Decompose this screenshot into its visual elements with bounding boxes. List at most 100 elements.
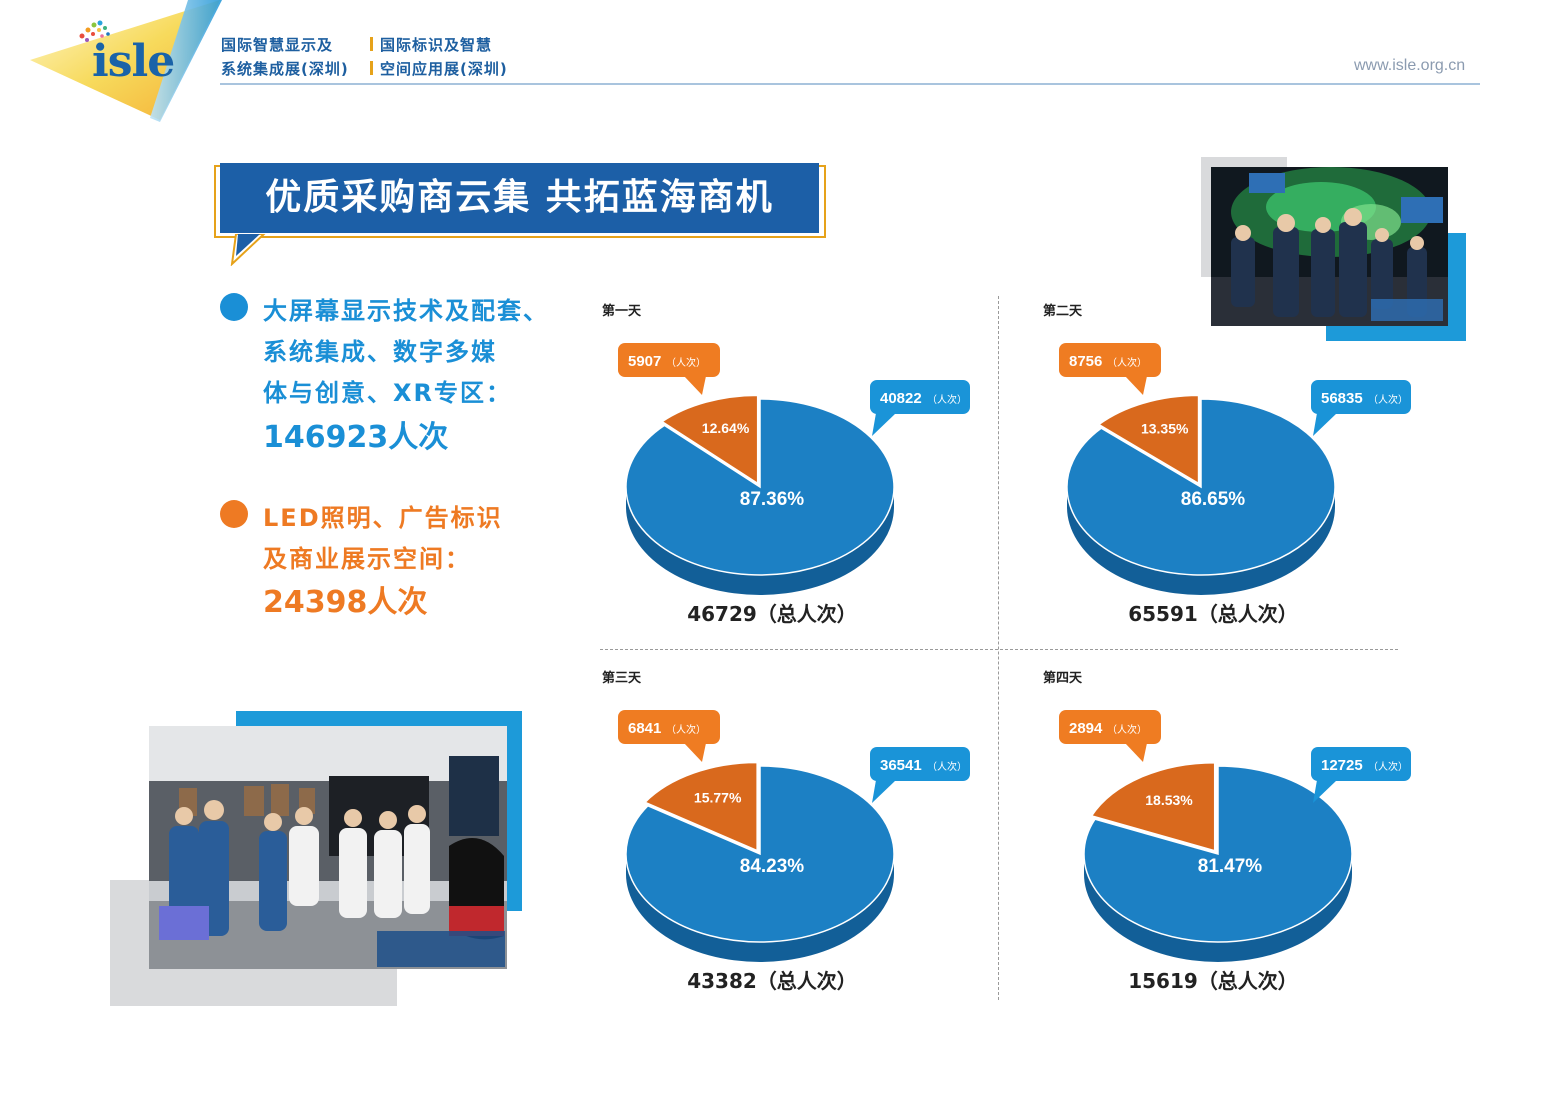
logo-wedge-graphic <box>30 0 222 122</box>
callout-orange-tail <box>684 376 706 395</box>
callout-blue-unit: （人次） <box>1368 760 1408 773</box>
title-banner: 优质采购商云集 共拓蓝海商机 <box>220 163 819 233</box>
pie-percent-label-orange: 13.35% <box>1141 421 1189 437</box>
callout-blue-tail <box>872 413 896 436</box>
callout-blue: 56835 （人次） <box>1311 380 1411 436</box>
legend-orange-total: 24398人次 <box>263 585 428 620</box>
pie-percent-label-blue: 84.23% <box>740 856 805 877</box>
pie-side <box>1084 854 1352 962</box>
legend-blue-line: 系统集成、数字多媒 <box>263 338 497 366</box>
pie-panel-day2: 第二天 86.65% 13.35% 8756 （人次） 56835 （人次） 65591（… <box>1043 300 1443 640</box>
total-label: 65591（总人次） <box>1128 602 1298 626</box>
page-title: 优质采购商云集 共拓蓝海商机 <box>265 177 774 218</box>
website-link[interactable]: www.isle.org.cn <box>1354 57 1466 74</box>
callout-orange: 6841 （人次） <box>618 710 720 762</box>
legend-orange-line: 及商业展示空间： <box>263 545 471 573</box>
callout-orange-box <box>618 710 720 744</box>
callout-orange-tail <box>1125 376 1147 395</box>
callout-orange-value: 2894 <box>1069 720 1103 737</box>
callout-blue-value: 56835 <box>1321 390 1363 407</box>
callout-blue-unit: （人次） <box>927 393 967 406</box>
callout-blue: 36541 （人次） <box>870 747 970 803</box>
legend-dot-orange <box>220 500 248 528</box>
callout-orange-box <box>1059 710 1161 744</box>
callout-orange-box <box>1059 343 1161 377</box>
photo-frame-blue <box>506 711 522 911</box>
pie-slice-orange <box>1097 394 1200 485</box>
grid-divider-horizontal <box>600 649 1398 650</box>
isle-logo: isle <box>92 36 175 87</box>
pie-panel-day4: 第四天 81.47% 18.53% 2894 （人次） 12725 （人次） 15619（… <box>1043 667 1443 1007</box>
callout-blue-value: 40822 <box>880 390 922 407</box>
callout-orange: 2894 （人次） <box>1059 710 1161 762</box>
callout-blue-value: 12725 <box>1321 757 1363 774</box>
pie-percent-label-orange: 12.64% <box>702 420 750 436</box>
callout-orange: 5907 （人次） <box>618 343 720 395</box>
callout-blue-box <box>870 747 970 781</box>
pie-slice-orange <box>643 761 758 852</box>
day-label: 第三天 <box>602 671 642 686</box>
callout-blue: 12725 （人次） <box>1311 747 1411 803</box>
callout-blue-tail <box>1313 413 1337 436</box>
callout-orange-box <box>618 343 720 377</box>
callout-orange: 8756 （人次） <box>1059 343 1161 395</box>
pie-chart: 86.65% 13.35% 8756 （人次） 56835 （人次） <box>1059 343 1411 595</box>
pie-percent-label-blue: 87.36% <box>740 489 805 510</box>
header-line1-a: 国际智慧显示及 <box>221 36 334 54</box>
header-line2-b: 空间应用展(深圳) <box>380 60 508 78</box>
total-label: 15619（总人次） <box>1128 969 1298 993</box>
pie-percent-label-orange: 18.53% <box>1145 792 1193 808</box>
callout-blue-tail <box>872 780 896 803</box>
grid-divider-vertical <box>998 296 999 1000</box>
pie-slice-orange <box>1090 761 1216 852</box>
exhibition-photo-top-image <box>1211 167 1448 326</box>
pie-slice-blue <box>625 765 895 943</box>
legend-blue-line: 大屏幕显示技术及配套、 <box>263 297 549 325</box>
callout-blue: 40822 （人次） <box>870 380 970 436</box>
legend-dot-blue <box>220 293 248 321</box>
banner-tail-shape <box>230 234 266 266</box>
pie-panel-day1: 第一天 87.36% 12.64% 5907 （人次） 40822 （人次） 46729（… <box>602 300 1002 640</box>
exhibition-photo-bottom-image <box>149 726 507 969</box>
callout-blue-unit: （人次） <box>927 760 967 773</box>
pie-side <box>626 854 894 962</box>
callout-orange-unit: （人次） <box>666 356 706 369</box>
legend-blue-line: 体与创意、XR专区： <box>263 379 512 407</box>
total-label: 46729（总人次） <box>687 602 857 626</box>
pie-side <box>1067 487 1335 595</box>
pie-slice-blue <box>1066 398 1336 576</box>
pie-percent-label-orange: 15.77% <box>694 790 742 806</box>
callout-orange-value: 8756 <box>1069 353 1102 370</box>
callout-orange-tail <box>684 743 706 762</box>
header-line1-b: 国际标识及智慧 <box>380 36 493 54</box>
header-separator <box>370 37 373 51</box>
callout-blue-box <box>1311 747 1411 781</box>
total-label: 43382（总人次） <box>687 969 857 993</box>
pie-percent-label-blue: 81.47% <box>1198 856 1263 877</box>
callout-blue-value: 36541 <box>880 757 922 774</box>
day-label: 第四天 <box>1043 671 1083 686</box>
pie-slice-blue <box>625 398 895 576</box>
photo-frame-blue <box>1326 326 1466 341</box>
pie-side <box>626 487 894 595</box>
pie-chart: 81.47% 18.53% 2894 （人次） 12725 （人次） <box>1059 710 1411 962</box>
callout-blue-box <box>1311 380 1411 414</box>
callout-blue-box <box>870 380 970 414</box>
logo-dots-icon <box>79 20 110 42</box>
legend-blue-total: 146923人次 <box>263 420 449 455</box>
pie-panel-day3: 第三天 84.23% 15.77% 6841 （人次） 36541 （人次） 43382（… <box>602 667 1002 1007</box>
pie-slice-orange <box>660 394 759 485</box>
header-divider <box>220 83 1480 85</box>
callout-blue-unit: （人次） <box>1368 393 1408 406</box>
callout-orange-value: 5907 <box>628 353 661 370</box>
pie-chart: 84.23% 15.77% 6841 （人次） 36541 （人次） <box>618 710 970 962</box>
exhibition-photo-top <box>1211 167 1448 326</box>
callout-orange-tail <box>1125 743 1147 762</box>
callout-orange-value: 6841 <box>628 720 661 737</box>
pie-slice-blue <box>1083 765 1353 943</box>
day-label: 第二天 <box>1043 304 1083 319</box>
header-line2-a: 系统集成展(深圳) <box>221 60 349 78</box>
exhibition-photo-bottom <box>149 726 507 969</box>
pie-chart: 87.36% 12.64% 5907 （人次） 40822 （人次） <box>618 343 970 595</box>
legend-orange-line: LED照明、广告标识 <box>263 504 503 532</box>
